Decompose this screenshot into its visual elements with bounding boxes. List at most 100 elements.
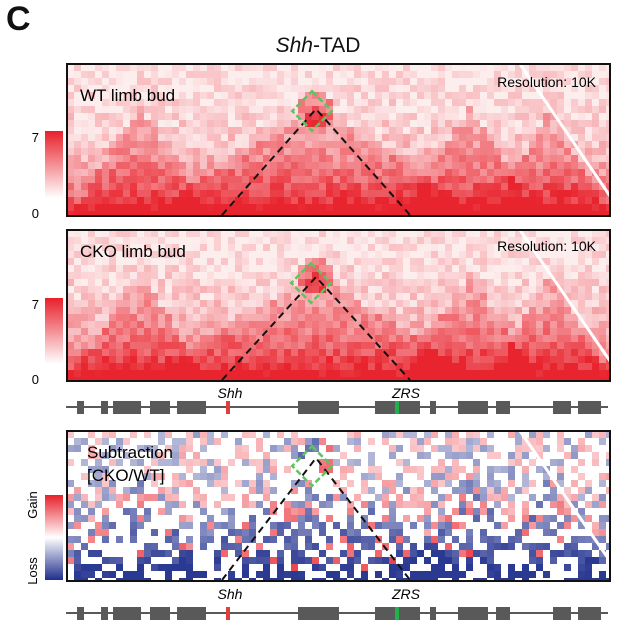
contact-map-pixel <box>200 550 207 557</box>
contact-map-pixel <box>340 473 347 480</box>
contact-map-pixel <box>382 445 389 452</box>
contact-map-pixel <box>284 92 291 99</box>
contact-map-pixel <box>102 445 109 452</box>
contact-map-pixel <box>347 321 354 328</box>
contact-map-pixel <box>368 494 375 501</box>
contact-map-pixel <box>452 314 459 321</box>
contact-map-pixel <box>221 99 228 106</box>
contact-map-pixel <box>452 78 459 85</box>
contact-map-pixel <box>403 321 410 328</box>
contact-map-pixel <box>515 286 522 293</box>
contact-map-pixel <box>137 328 144 335</box>
contact-map-pixel <box>375 211 382 216</box>
shh-label: Shh <box>218 385 243 401</box>
contact-map-pixel <box>578 370 585 377</box>
contact-map-pixel <box>347 106 354 113</box>
contact-map-pixel <box>179 113 186 120</box>
contact-map-pixel <box>403 148 410 155</box>
contact-map-pixel <box>564 328 571 335</box>
contact-map-pixel <box>354 127 361 134</box>
contact-map-pixel <box>368 162 375 169</box>
contact-map-pixel <box>340 106 347 113</box>
contact-map-pixel <box>186 279 193 286</box>
contact-map-pixel <box>284 176 291 183</box>
contact-map-pixel <box>81 272 88 279</box>
contact-map-pixel <box>109 134 116 141</box>
contact-map-pixel <box>599 466 606 473</box>
contact-map-pixel <box>130 494 137 501</box>
contact-map-pixel <box>74 64 81 71</box>
contact-map-pixel <box>81 141 88 148</box>
contact-map-pixel <box>389 244 396 251</box>
contact-map-pixel <box>459 244 466 251</box>
contact-map-pixel <box>333 445 340 452</box>
contact-map-pixel <box>431 148 438 155</box>
contact-map-pixel <box>536 508 543 515</box>
contact-map-pixel <box>438 438 445 445</box>
contact-map-pixel <box>550 244 557 251</box>
contact-map-pixel <box>74 251 81 258</box>
contact-map-pixel <box>452 550 459 557</box>
contact-map-pixel <box>557 300 564 307</box>
contact-map-pixel <box>578 155 585 162</box>
contact-map-pixel <box>214 543 221 550</box>
contact-map-pixel <box>508 127 515 134</box>
contact-map-pixel <box>494 466 501 473</box>
contact-map-pixel <box>214 162 221 169</box>
contact-map-pixel <box>557 550 564 557</box>
contact-map-pixel <box>424 515 431 522</box>
contact-map-pixel <box>522 342 529 349</box>
contact-map-pixel <box>88 370 95 377</box>
contact-map-pixel <box>473 120 480 127</box>
contact-map-pixel <box>543 258 550 265</box>
contact-map-pixel <box>550 155 557 162</box>
contact-map-pixel <box>459 190 466 197</box>
contact-map-pixel <box>445 113 452 120</box>
contact-map-pixel <box>466 349 473 356</box>
contact-map-pixel <box>389 272 396 279</box>
contact-map-pixel <box>466 64 473 71</box>
contact-map-pixel <box>284 169 291 176</box>
contact-map-pixel <box>361 314 368 321</box>
contact-map-pixel <box>403 230 410 237</box>
contact-map-pixel <box>403 85 410 92</box>
contact-map-pixel <box>242 314 249 321</box>
contact-map-pixel <box>207 92 214 99</box>
contact-map-pixel <box>249 466 256 473</box>
contact-map-pixel <box>235 564 242 571</box>
contact-map-pixel <box>578 85 585 92</box>
contact-map-pixel <box>305 272 312 279</box>
contact-map-pixel <box>459 197 466 204</box>
contact-map-pixel <box>501 501 508 508</box>
contact-map-pixel <box>452 113 459 120</box>
contact-map-pixel <box>389 99 396 106</box>
contact-map-pixel <box>270 286 277 293</box>
contact-map-pixel <box>606 197 610 204</box>
contact-map-pixel <box>361 85 368 92</box>
contact-map-pixel <box>347 211 354 216</box>
contact-map-pixel <box>445 293 452 300</box>
contact-map-pixel <box>354 71 361 78</box>
contact-map-pixel <box>193 71 200 78</box>
contact-map-pixel <box>270 522 277 529</box>
contact-map-pixel <box>214 494 221 501</box>
gene-track-1: Shh ZRS <box>66 385 608 414</box>
contact-map-pixel <box>515 515 522 522</box>
contact-map-pixel <box>410 293 417 300</box>
contact-map-pixel <box>109 279 116 286</box>
contact-map-pixel <box>291 370 298 377</box>
contact-map-pixel <box>494 335 501 342</box>
contact-map-pixel <box>74 85 81 92</box>
contact-map-pixel <box>277 445 284 452</box>
contact-map-pixel <box>193 328 200 335</box>
contact-map-pixel <box>102 494 109 501</box>
contact-map-pixel <box>487 459 494 466</box>
contact-map-pixel <box>67 120 74 127</box>
contact-map-pixel <box>88 265 95 272</box>
contact-map-pixel <box>186 127 193 134</box>
contact-map-pixel <box>403 370 410 377</box>
contact-map-pixel <box>221 197 228 204</box>
contact-map-pixel <box>445 515 452 522</box>
contact-map-pixel <box>368 71 375 78</box>
contact-map-pixel <box>368 501 375 508</box>
